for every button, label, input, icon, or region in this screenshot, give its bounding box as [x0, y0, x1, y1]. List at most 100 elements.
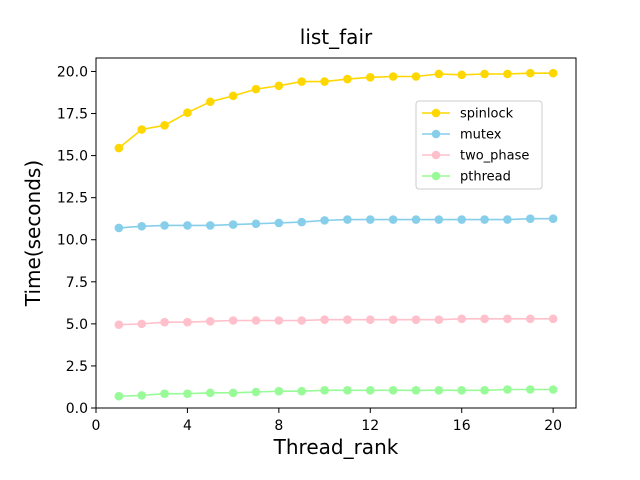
data-point-spinlock: [365, 73, 375, 82]
data-point-two_phase: [274, 316, 284, 325]
legend-marker-two_phase: [431, 150, 441, 160]
data-point-two_phase: [457, 314, 467, 324]
data-point-pthread: [480, 386, 489, 395]
data-point-spinlock: [503, 69, 512, 79]
data-point-two_phase: [525, 314, 535, 324]
y-tick-label: 2.5: [66, 359, 88, 375]
data-point-pthread: [411, 386, 421, 395]
data-point-spinlock: [434, 69, 444, 79]
data-point-spinlock: [548, 68, 558, 78]
data-point-mutex: [205, 221, 215, 230]
y-axis-label: Time(seconds): [21, 160, 45, 307]
x-tick-label: 0: [92, 418, 101, 434]
axes-frame: [95, 57, 577, 409]
legend-marker-pthread: [431, 171, 441, 181]
data-point-pthread: [457, 386, 467, 395]
data-point-pthread: [525, 385, 535, 394]
data-point-mutex: [251, 219, 261, 229]
x-axis-label: Thread_rank: [273, 435, 399, 459]
data-point-two_phase: [343, 315, 352, 324]
data-point-mutex: [548, 214, 558, 223]
data-point-pthread: [251, 387, 261, 397]
y-tick-label: 7.5: [66, 275, 88, 291]
data-point-mutex: [228, 220, 238, 229]
data-point-pthread: [114, 391, 124, 401]
data-point-pthread: [160, 389, 169, 398]
data-point-mutex: [343, 215, 352, 224]
data-point-two_phase: [388, 315, 398, 324]
data-point-pthread: [297, 386, 307, 396]
legend-box: [415, 100, 543, 190]
data-point-mutex: [320, 216, 329, 225]
y-tick-label: 0.0: [66, 401, 88, 417]
data-point-two_phase: [228, 316, 238, 325]
x-tick-label: 12: [361, 418, 379, 434]
y-tick-label: 12.5: [57, 191, 88, 207]
data-point-mutex: [503, 215, 512, 224]
data-point-spinlock: [388, 72, 398, 81]
x-tick-label: 4: [183, 418, 192, 434]
data-point-pthread: [320, 386, 329, 395]
y-axis-ticks: 0.0 2.5 5.0 7.5 10.0 12.5 15.0 17.5 20.0: [57, 64, 96, 417]
data-point-spinlock: [274, 81, 284, 91]
data-point-pthread: [228, 388, 238, 398]
legend-marker-spinlock: [431, 108, 441, 118]
data-point-spinlock: [137, 125, 147, 134]
data-point-mutex: [525, 214, 535, 223]
data-point-spinlock: [525, 68, 535, 78]
data-point-spinlock: [297, 77, 307, 86]
data-point-pthread: [205, 388, 215, 398]
data-point-mutex: [388, 215, 398, 224]
data-point-spinlock: [228, 91, 238, 101]
data-point-two_phase: [251, 316, 261, 325]
data-point-pthread: [503, 385, 512, 394]
data-point-pthread: [548, 385, 558, 394]
data-point-mutex: [480, 215, 489, 224]
data-point-mutex: [457, 215, 467, 224]
data-point-mutex: [137, 221, 147, 231]
data-point-spinlock: [205, 97, 215, 107]
data-point-two_phase: [434, 315, 444, 324]
data-point-mutex: [114, 223, 124, 233]
data-point-mutex: [365, 215, 375, 224]
y-tick-label: 15.0: [57, 149, 88, 165]
data-point-pthread: [388, 386, 398, 395]
data-point-pthread: [343, 386, 352, 395]
data-point-spinlock: [480, 69, 489, 79]
legend-label-mutex: mutex: [460, 128, 502, 143]
y-tick-label: 10.0: [57, 233, 88, 249]
data-point-spinlock: [183, 108, 192, 117]
x-tick-label: 16: [453, 418, 471, 434]
data-point-two_phase: [411, 315, 421, 324]
data-point-pthread: [434, 386, 444, 395]
data-point-spinlock: [343, 74, 352, 84]
data-point-spinlock: [457, 70, 467, 80]
data-point-spinlock: [114, 143, 124, 153]
data-point-pthread: [137, 391, 147, 400]
data-point-mutex: [297, 217, 307, 227]
y-tick-label: 5.0: [66, 317, 88, 333]
legend-label-two_phase: two_phase: [460, 149, 529, 164]
data-point-two_phase: [320, 315, 329, 324]
chart-title: list_fair: [300, 25, 373, 49]
x-tick-label: 20: [544, 418, 562, 434]
data-point-mutex: [274, 218, 284, 228]
y-tick-label: 17.5: [57, 107, 88, 123]
data-point-spinlock: [320, 77, 329, 86]
data-point-two_phase: [480, 314, 489, 324]
data-point-mutex: [411, 215, 421, 224]
data-point-two_phase: [114, 320, 124, 330]
data-point-spinlock: [160, 121, 169, 130]
legend-label-spinlock: spinlock: [460, 107, 514, 122]
legend-label-pthread: pthread: [460, 170, 511, 185]
data-point-spinlock: [251, 84, 261, 94]
data-point-two_phase: [137, 319, 147, 329]
data-point-two_phase: [548, 314, 558, 324]
data-point-two_phase: [365, 315, 375, 324]
data-point-two_phase: [297, 316, 307, 325]
x-axis-ticks: 0 4 8 12 16 20: [92, 408, 562, 434]
data-point-pthread: [365, 386, 375, 395]
y-tick-label: 20.0: [57, 64, 88, 80]
x-tick-label: 8: [274, 418, 283, 434]
